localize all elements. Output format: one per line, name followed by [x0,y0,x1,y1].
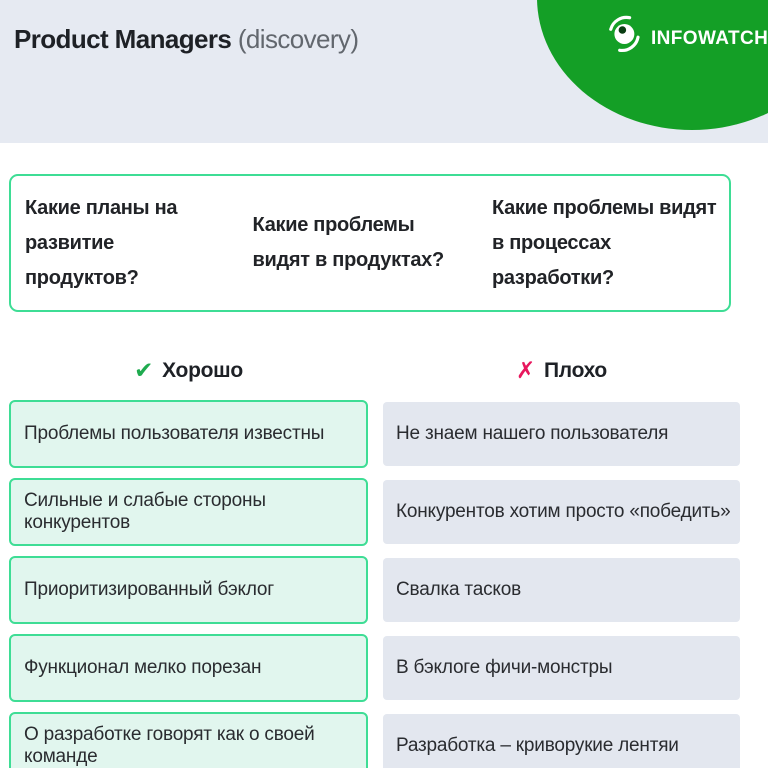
title-subtitle: (discovery) [237,24,359,54]
good-column-label: Хорошо [162,359,243,382]
bad-item-card: Не знаем нашего пользователя [383,402,740,466]
bad-item-card: Разработка – криворукие лентяи [383,714,740,768]
infowatch-eye-icon [606,13,648,55]
good-item-card: Приоритизированный бэклог [9,556,368,624]
check-icon: ✔ [134,357,154,384]
page-title: Product Managers (discovery) [14,24,359,55]
logo-wordmark: INFOWATCH [651,28,768,49]
question-product-problems: Какие проблемы видят в продуктах? [252,214,445,271]
title-main: Product Managers [14,24,232,54]
question-process-problems: Какие проблемы видят в процессах разрабо… [491,196,717,289]
good-item-card: Функционал мелко порезан [9,634,368,702]
x-icon: ✗ [516,357,536,384]
good-column-header: ✔ Хорошо [9,356,368,386]
bad-item-card: Конкурентов хотим просто «победить» [383,480,740,544]
good-item-card: О разработке говорят как о своей команде [9,712,368,768]
infowatch-logo: INFOWATCH ® [606,13,768,55]
bad-item-card: Свалка тасков [383,558,740,622]
good-item-card: Проблемы пользователя известны [9,400,368,468]
bad-column-header: ✗ Плохо [383,356,740,386]
question-plans: Какие планы на развитие продуктов? [25,196,178,289]
header-band: INFOWATCH ® Product Managers (discovery) [0,0,768,143]
good-item-card: Сильные и слабые стороны конкурентов [9,478,368,546]
bad-column-label: Плохо [544,359,607,382]
questions-box: Какие планы на развитие продуктов? Какие… [9,174,731,312]
bad-item-card: В бэклоге фичи-монстры [383,636,740,700]
